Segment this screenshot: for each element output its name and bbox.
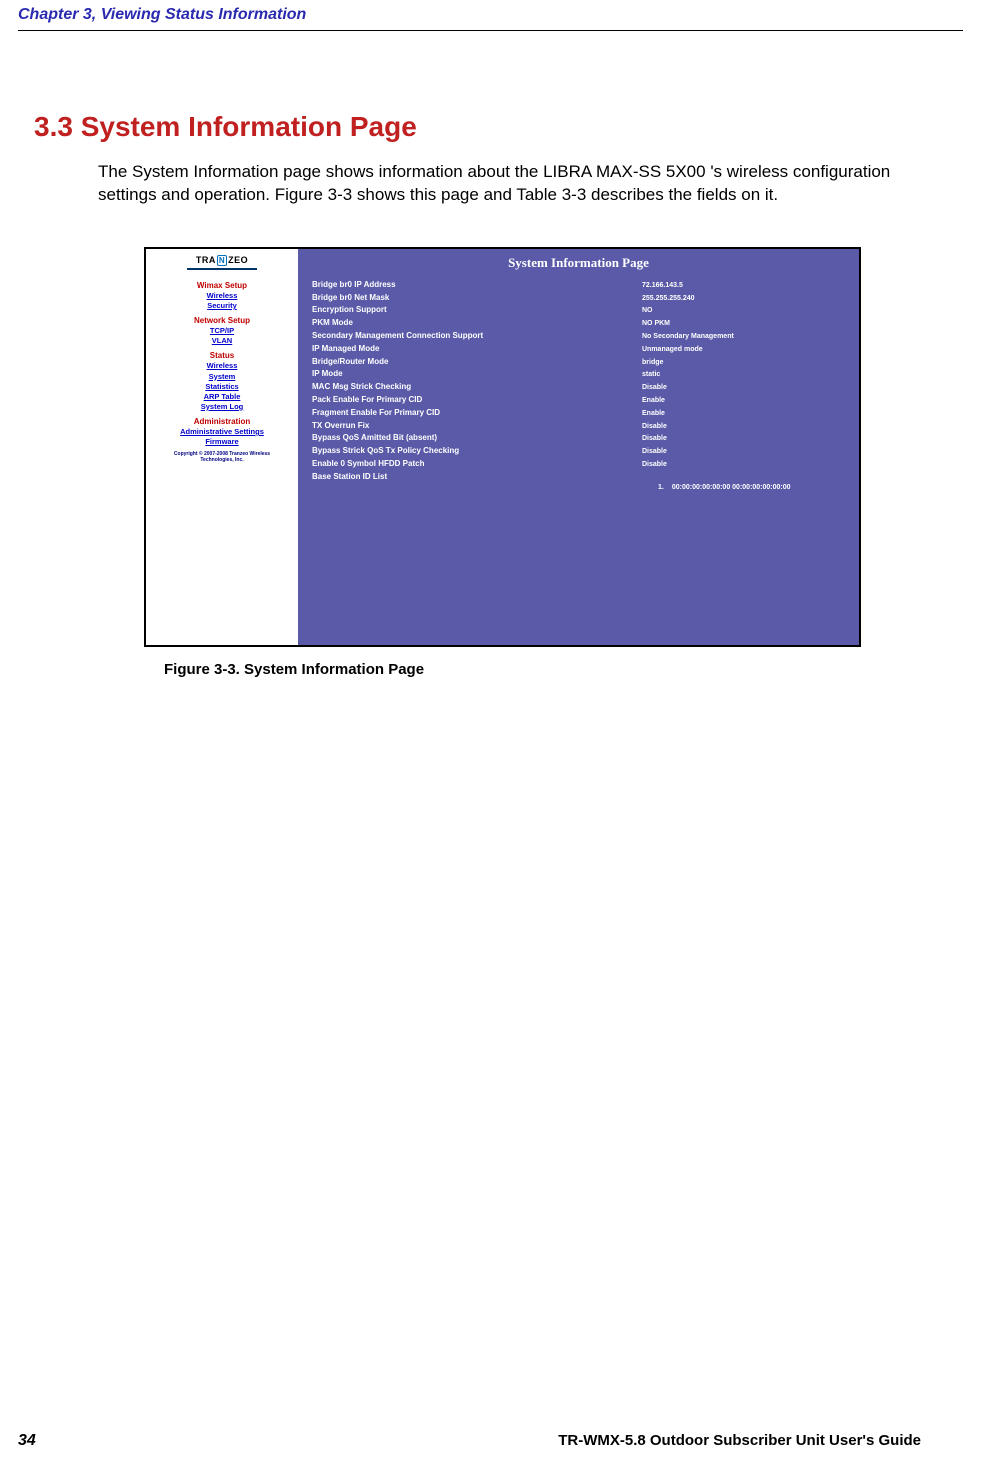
row-hfdd: Enable 0 Symbol HFDD PatchDisable [312,458,845,471]
value-hfdd: Disable [642,459,667,470]
value-pack: Enable [642,395,665,406]
footer: 34 TR-WMX-5.8 Outdoor Subscriber Unit Us… [18,1432,921,1450]
row-qos1: Bypass QoS Amitted Bit (absent)Disable [312,432,845,445]
value-ipmg: Unmanaged mode [642,344,703,355]
section-title: 3.3 System Information Page [34,111,921,143]
nav-status-title: Status [210,351,234,360]
label-pkm: PKM Mode [312,317,642,330]
row-secmg: Secondary Management Connection SupportN… [312,330,845,343]
label-secmg: Secondary Management Connection Support [312,330,642,343]
sidebar: TRA N ZEO Wimax Setup Wireless Security … [146,249,298,645]
figure-screenshot: TRA N ZEO Wimax Setup Wireless Security … [144,247,861,647]
nav-admin-title: Administration [194,417,250,426]
nav-link-arp[interactable]: ARP Table [204,392,241,402]
label-pack: Pack Enable For Primary CID [312,394,642,407]
label-qos1: Bypass QoS Amitted Bit (absent) [312,432,642,445]
figure-caption: Figure 3-3. System Information Page [164,661,921,678]
nav-link-system[interactable]: System [209,372,236,382]
value-enc: NO [642,305,653,316]
logo-part1: TRA [196,255,216,265]
label-ipmg: IP Managed Mode [312,343,642,356]
bs-list-val: 00:00:00:00:00:00 00:00:00:00:00:00 [672,484,791,491]
value-mask: 255.255.255.240 [642,293,695,304]
logo-underline [187,268,257,270]
logo: TRA N ZEO [196,255,248,266]
value-brmode: bridge [642,357,663,368]
logo-part2: ZEO [228,255,248,265]
row-ipmg: IP Managed ModeUnmanaged mode [312,343,845,356]
nav-network-title: Network Setup [194,316,250,325]
label-hfdd: Enable 0 Symbol HFDD Patch [312,458,642,471]
row-bslist: Base Station ID List [312,471,845,484]
row-frag: Fragment Enable For Primary CIDEnable [312,407,845,420]
main-panel: System Information Page Bridge br0 IP Ad… [298,249,859,645]
chapter-header: Chapter 3, Viewing Status Information [0,0,981,26]
bs-list-num: 1. [658,484,664,491]
value-pkm: NO PKM [642,318,670,329]
value-mac: Disable [642,382,667,393]
copyright: Copyright © 2007-2008 Tranzeo Wireless T… [174,452,270,463]
row-brmode: Bridge/Router Modebridge [312,356,845,369]
row-enc: Encryption SupportNO [312,304,845,317]
panel-title: System Information Page [298,249,859,277]
page-number: 34 [18,1432,36,1450]
nav-link-adminsettings[interactable]: Administrative Settings [180,427,264,437]
row-pack: Pack Enable For Primary CIDEnable [312,394,845,407]
row-pkm: PKM ModeNO PKM [312,317,845,330]
logo-n: N [217,255,227,266]
nav-link-statistics[interactable]: Statistics [205,382,238,392]
bs-list-entry: 1. 00:00:00:00:00:00 00:00:00:00:00:00 [312,484,845,491]
label-mask: Bridge br0 Net Mask [312,292,642,305]
nav-link-firmware[interactable]: Firmware [205,437,238,447]
label-ip: Bridge br0 IP Address [312,279,642,292]
label-brmode: Bridge/Router Mode [312,356,642,369]
nav-link-security[interactable]: Security [207,301,237,311]
label-mac: MAC Msg Strick Checking [312,381,642,394]
label-bslist: Base Station ID List [312,471,642,484]
nav-wimax-title: Wimax Setup [197,281,247,290]
value-qos2: Disable [642,446,667,457]
label-qos2: Bypass Strick QoS Tx Policy Checking [312,445,642,458]
label-tx: TX Overrun Fix [312,420,642,433]
row-tx: TX Overrun FixDisable [312,420,845,433]
value-frag: Enable [642,408,665,419]
row-mask: Bridge br0 Net Mask255.255.255.240 [312,292,845,305]
page-content: 3.3 System Information Page The System I… [0,31,981,678]
nav-link-wireless2[interactable]: Wireless [207,361,238,371]
value-ip: 72.166.143.5 [642,280,683,291]
guide-title: TR-WMX-5.8 Outdoor Subscriber Unit User'… [558,1432,921,1449]
row-qos2: Bypass Strick QoS Tx Policy CheckingDisa… [312,445,845,458]
nav-link-syslog[interactable]: System Log [201,402,244,412]
label-ipmode: IP Mode [312,368,642,381]
value-qos1: Disable [642,433,667,444]
label-frag: Fragment Enable For Primary CID [312,407,642,420]
section-body: The System Information page shows inform… [98,161,921,207]
value-ipmode: static [642,369,660,380]
nav-link-tcpip[interactable]: TCP/IP [210,326,234,336]
label-enc: Encryption Support [312,304,642,317]
copyright-line2: Technologies, Inc. [200,457,243,463]
nav-link-wireless1[interactable]: Wireless [207,291,238,301]
nav-link-vlan[interactable]: VLAN [212,336,232,346]
kv-area: Bridge br0 IP Address72.166.143.5 Bridge… [298,277,859,495]
row-mac: MAC Msg Strick CheckingDisable [312,381,845,394]
value-secmg: No Secondary Management [642,331,734,342]
row-ip: Bridge br0 IP Address72.166.143.5 [312,279,845,292]
value-tx: Disable [642,421,667,432]
row-ipmode: IP Modestatic [312,368,845,381]
